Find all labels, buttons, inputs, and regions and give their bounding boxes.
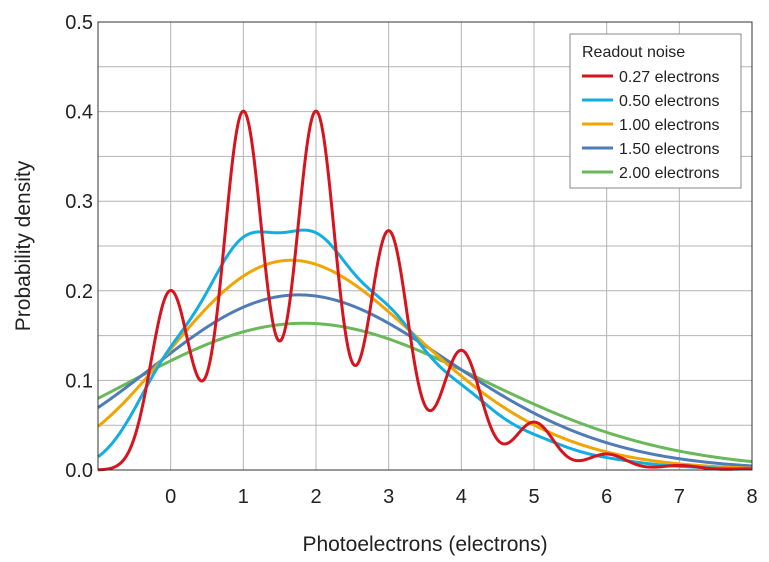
y-axis-label: Probability density xyxy=(12,160,35,331)
x-tick-label: 3 xyxy=(383,486,394,508)
legend-label: 0.27 electrons xyxy=(619,69,720,86)
x-tick-label: 2 xyxy=(310,486,321,508)
x-axis-label: Photoelectrons (electrons) xyxy=(302,533,547,556)
series-line-0-50-electrons xyxy=(97,228,753,471)
series-lines xyxy=(97,109,753,472)
legend-label: 1.50 electrons xyxy=(619,141,720,158)
series-line-2-00-electrons xyxy=(97,321,753,464)
legend-label: 2.00 electrons xyxy=(619,165,720,182)
series-line-0-27-electrons xyxy=(97,109,753,472)
x-tick-label: 7 xyxy=(674,486,685,508)
y-tick-label: 0.0 xyxy=(65,460,93,482)
y-tick-label: 0.5 xyxy=(65,12,93,34)
legend-label: 1.00 electrons xyxy=(619,117,720,134)
legend-title: Readout noise xyxy=(582,44,685,61)
y-tick-label: 0.4 xyxy=(65,102,93,124)
x-tick-label: 0 xyxy=(165,486,176,508)
plot-frame xyxy=(97,21,753,471)
y-tick-labels: 0.0 0.1 0.2 0.3 0.4 0.5 xyxy=(65,12,93,482)
x-tick-label: 1 xyxy=(238,486,249,508)
x-tick-label: 6 xyxy=(601,486,612,508)
legend-box xyxy=(569,33,742,189)
legend: Readout noise 0.27 electrons 0.50 electro… xyxy=(569,33,742,189)
legend-items: 0.27 electrons 0.50 electrons 1.00 electro… xyxy=(582,69,720,182)
y-tick-label: 0.2 xyxy=(65,281,93,303)
x-tick-label: 5 xyxy=(528,486,539,508)
y-tick-label: 0.3 xyxy=(65,191,93,213)
x-tick-labels: 0 1 2 3 4 5 6 7 8 xyxy=(165,486,757,508)
y-tick-label: 0.1 xyxy=(65,370,93,392)
series-line-1-00-electrons xyxy=(97,258,753,470)
x-tick-label: 8 xyxy=(746,486,757,508)
x-tick-label: 4 xyxy=(456,486,467,508)
legend-label: 0.50 electrons xyxy=(619,93,720,110)
